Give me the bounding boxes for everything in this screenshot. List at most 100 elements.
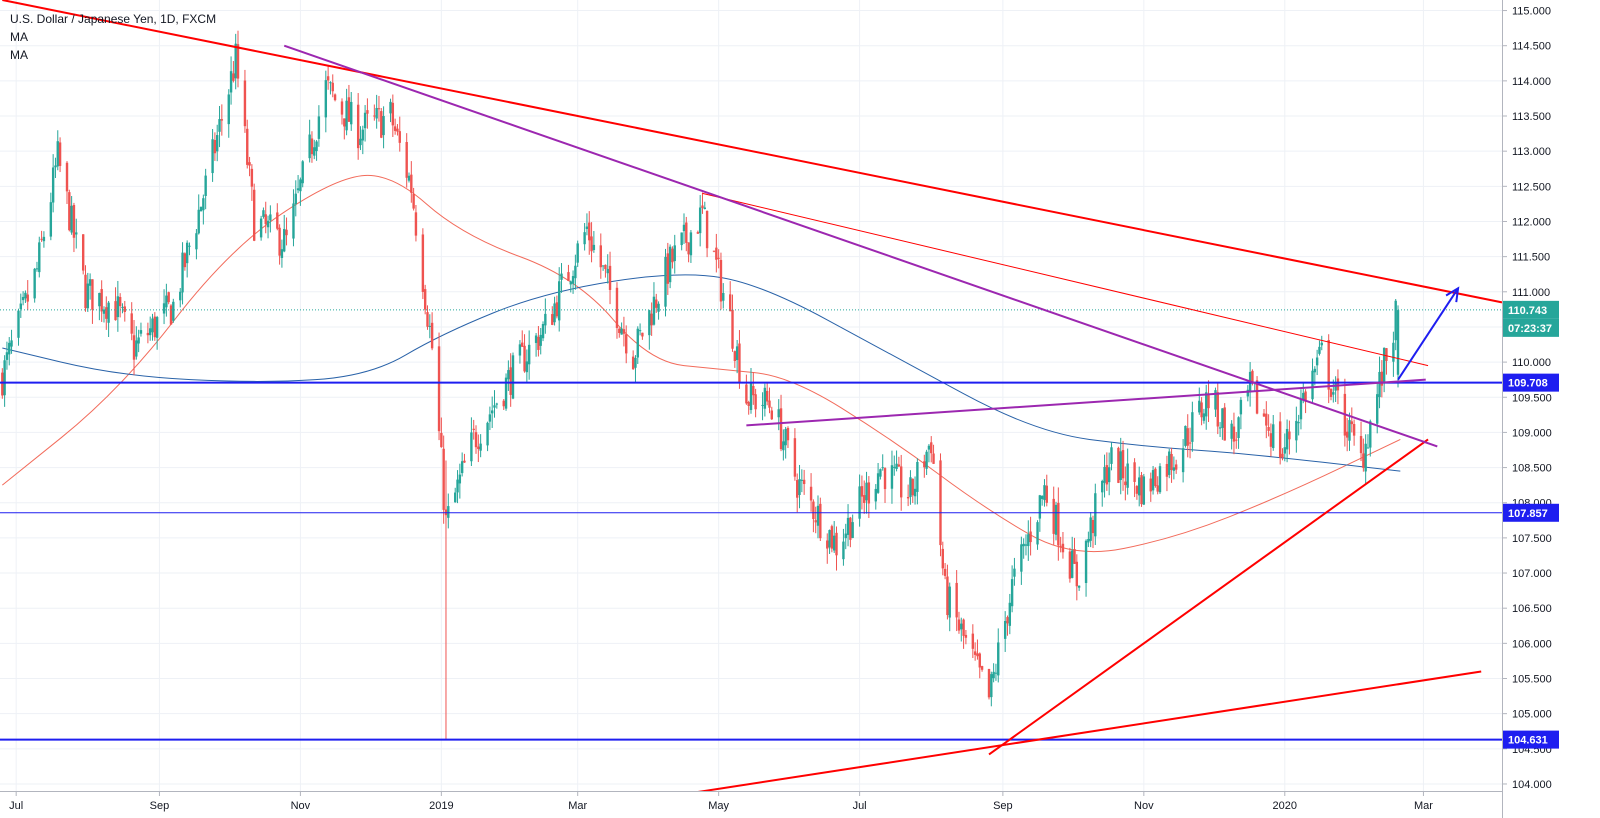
- candle-body: [1077, 585, 1081, 588]
- price-tick-label: 115.000: [1512, 6, 1551, 18]
- candle-body: [835, 532, 838, 556]
- candle-body: [130, 313, 133, 334]
- candle-body: [650, 313, 653, 326]
- candle-body: [585, 226, 589, 229]
- candle-body: [793, 438, 797, 477]
- candle-body: [68, 192, 71, 231]
- candle-body: [696, 232, 700, 234]
- candle-body: [749, 382, 753, 411]
- candle-body: [294, 193, 297, 205]
- level-tag-107857: 107.857: [1508, 508, 1548, 520]
- candle-body: [310, 138, 314, 155]
- candle-body: [558, 281, 561, 321]
- candle-body: [278, 227, 281, 256]
- indicator-ma-1[interactable]: MA: [10, 30, 28, 44]
- candle-body: [269, 214, 272, 221]
- candle-body: [731, 309, 734, 349]
- candle-body: [1052, 498, 1055, 534]
- candle-body: [1036, 522, 1039, 545]
- candle-body: [1272, 424, 1275, 449]
- candle-body: [712, 250, 716, 252]
- candle-body: [1205, 392, 1208, 417]
- candle-body: [648, 310, 651, 336]
- symbol-title[interactable]: U.S. Dollar / Japanese Yen, 1D, FXCM: [10, 12, 217, 26]
- candle-body: [324, 80, 328, 118]
- candle-body: [167, 292, 170, 303]
- candle-body: [1364, 443, 1367, 472]
- candle-body: [796, 480, 799, 498]
- candle-body: [331, 82, 334, 92]
- candle-body: [1221, 408, 1224, 428]
- candle-body: [567, 272, 570, 281]
- candle-body: [33, 268, 36, 299]
- candle-body: [507, 370, 510, 380]
- candle-body: [1013, 568, 1016, 577]
- candle-body: [1110, 447, 1113, 464]
- last-price-tag-bg: [1503, 300, 1559, 319]
- candle-body: [137, 337, 140, 344]
- candle-body: [234, 43, 237, 79]
- candle-body: [1135, 486, 1139, 494]
- candle-body: [814, 520, 817, 523]
- candle-body: [1133, 462, 1136, 482]
- candle-body: [541, 324, 545, 339]
- candle-body: [1024, 544, 1028, 546]
- candle-body: [393, 126, 397, 131]
- candle-body: [1230, 423, 1233, 439]
- candle-body: [405, 142, 408, 178]
- candle-body: [8, 342, 11, 355]
- candle-body: [414, 212, 418, 236]
- candle-body: [1237, 417, 1240, 439]
- candle-body: [798, 479, 801, 496]
- candle-body: [763, 387, 767, 409]
- candle-body: [107, 302, 110, 323]
- candle-body: [569, 281, 572, 285]
- candle-body: [1352, 424, 1356, 436]
- candle-body: [458, 474, 462, 484]
- candle-body: [197, 209, 200, 234]
- candle-body: [551, 314, 554, 325]
- candle-body: [844, 533, 847, 539]
- candle-body: [752, 385, 755, 396]
- candle-body: [1396, 310, 1400, 375]
- candle-body: [1278, 421, 1282, 458]
- candle-body: [296, 188, 300, 191]
- ma-line-fast: [1, 174, 1401, 553]
- candle-body: [1075, 561, 1079, 587]
- candle-body: [689, 232, 693, 256]
- candle-body: [283, 228, 286, 252]
- candle-body: [1378, 371, 1381, 398]
- candle-body: [1315, 357, 1319, 366]
- candle-body: [992, 671, 995, 679]
- candle-body: [1142, 476, 1146, 505]
- chart-legend: U.S. Dollar / Japanese Yen, 1D, FXCM MA …: [10, 10, 216, 64]
- level-tag-104631: 104.631: [1508, 735, 1548, 747]
- candle-body: [1138, 477, 1141, 496]
- candle-body: [802, 479, 806, 485]
- candle-body: [246, 128, 249, 165]
- candle-body: [1267, 427, 1270, 431]
- candle-body: [1313, 368, 1317, 373]
- candle-body: [220, 119, 224, 121]
- candle-body: [1003, 620, 1007, 639]
- candle-body: [1107, 467, 1111, 483]
- candle-body: [477, 446, 480, 450]
- candle-body: [437, 346, 441, 432]
- candle-body: [88, 279, 92, 286]
- time-tick-label: May: [708, 800, 729, 812]
- candle-body: [1156, 485, 1159, 492]
- candle-body: [673, 245, 676, 262]
- candle-body: [17, 310, 20, 338]
- candle-body: [722, 292, 725, 301]
- candle-body: [1302, 392, 1305, 401]
- candle-body: [54, 165, 57, 168]
- candle-body: [703, 207, 706, 209]
- indicator-ma-2[interactable]: MA: [10, 48, 28, 62]
- candle-body: [990, 674, 993, 698]
- candle-body: [3, 360, 6, 396]
- candle-body: [1223, 407, 1226, 441]
- candle-body: [1262, 413, 1266, 417]
- candle-body: [24, 292, 27, 299]
- candle-body: [615, 287, 619, 328]
